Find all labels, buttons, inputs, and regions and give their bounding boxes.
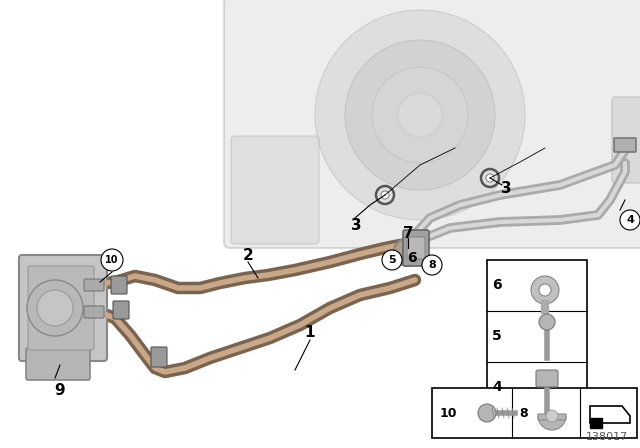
FancyBboxPatch shape (231, 136, 319, 244)
Circle shape (315, 10, 525, 220)
FancyBboxPatch shape (487, 260, 587, 415)
FancyBboxPatch shape (84, 279, 104, 291)
Circle shape (382, 250, 402, 270)
Text: 4: 4 (492, 380, 502, 394)
Circle shape (539, 284, 551, 296)
Text: 10: 10 (105, 255, 119, 265)
Text: 7: 7 (403, 225, 413, 241)
FancyBboxPatch shape (536, 370, 558, 387)
Circle shape (345, 40, 495, 190)
Circle shape (620, 210, 640, 230)
Circle shape (546, 410, 558, 422)
Text: 138017: 138017 (586, 432, 628, 442)
FancyBboxPatch shape (151, 347, 167, 367)
FancyBboxPatch shape (432, 388, 637, 438)
Wedge shape (538, 416, 566, 430)
Text: 3: 3 (500, 181, 511, 195)
Circle shape (539, 314, 555, 330)
FancyBboxPatch shape (26, 348, 90, 380)
Polygon shape (590, 418, 602, 428)
Text: 6: 6 (407, 251, 417, 265)
Circle shape (422, 255, 442, 275)
FancyBboxPatch shape (538, 414, 566, 420)
FancyBboxPatch shape (111, 276, 127, 294)
Text: 5: 5 (492, 329, 502, 343)
Circle shape (531, 276, 559, 304)
Text: 5: 5 (388, 255, 396, 265)
FancyBboxPatch shape (614, 138, 636, 152)
Text: 3: 3 (351, 217, 362, 233)
Text: 6: 6 (492, 278, 502, 292)
Circle shape (398, 93, 442, 137)
FancyBboxPatch shape (28, 266, 94, 350)
Circle shape (27, 280, 83, 336)
Text: 2: 2 (243, 247, 253, 263)
FancyBboxPatch shape (612, 97, 640, 183)
Text: 1: 1 (305, 324, 316, 340)
Circle shape (381, 191, 389, 199)
FancyBboxPatch shape (84, 306, 104, 318)
Circle shape (101, 249, 123, 271)
Circle shape (486, 174, 494, 182)
Circle shape (372, 67, 468, 163)
Text: 8: 8 (428, 260, 436, 270)
Text: 4: 4 (626, 215, 634, 225)
Circle shape (478, 404, 496, 422)
FancyBboxPatch shape (113, 301, 129, 319)
Circle shape (394, 238, 422, 266)
Circle shape (37, 290, 73, 326)
Text: 9: 9 (54, 383, 65, 397)
FancyBboxPatch shape (403, 230, 429, 266)
FancyBboxPatch shape (19, 255, 107, 361)
FancyBboxPatch shape (224, 0, 640, 248)
Text: 10: 10 (439, 406, 457, 419)
Text: 8: 8 (520, 406, 528, 419)
FancyBboxPatch shape (407, 237, 425, 259)
